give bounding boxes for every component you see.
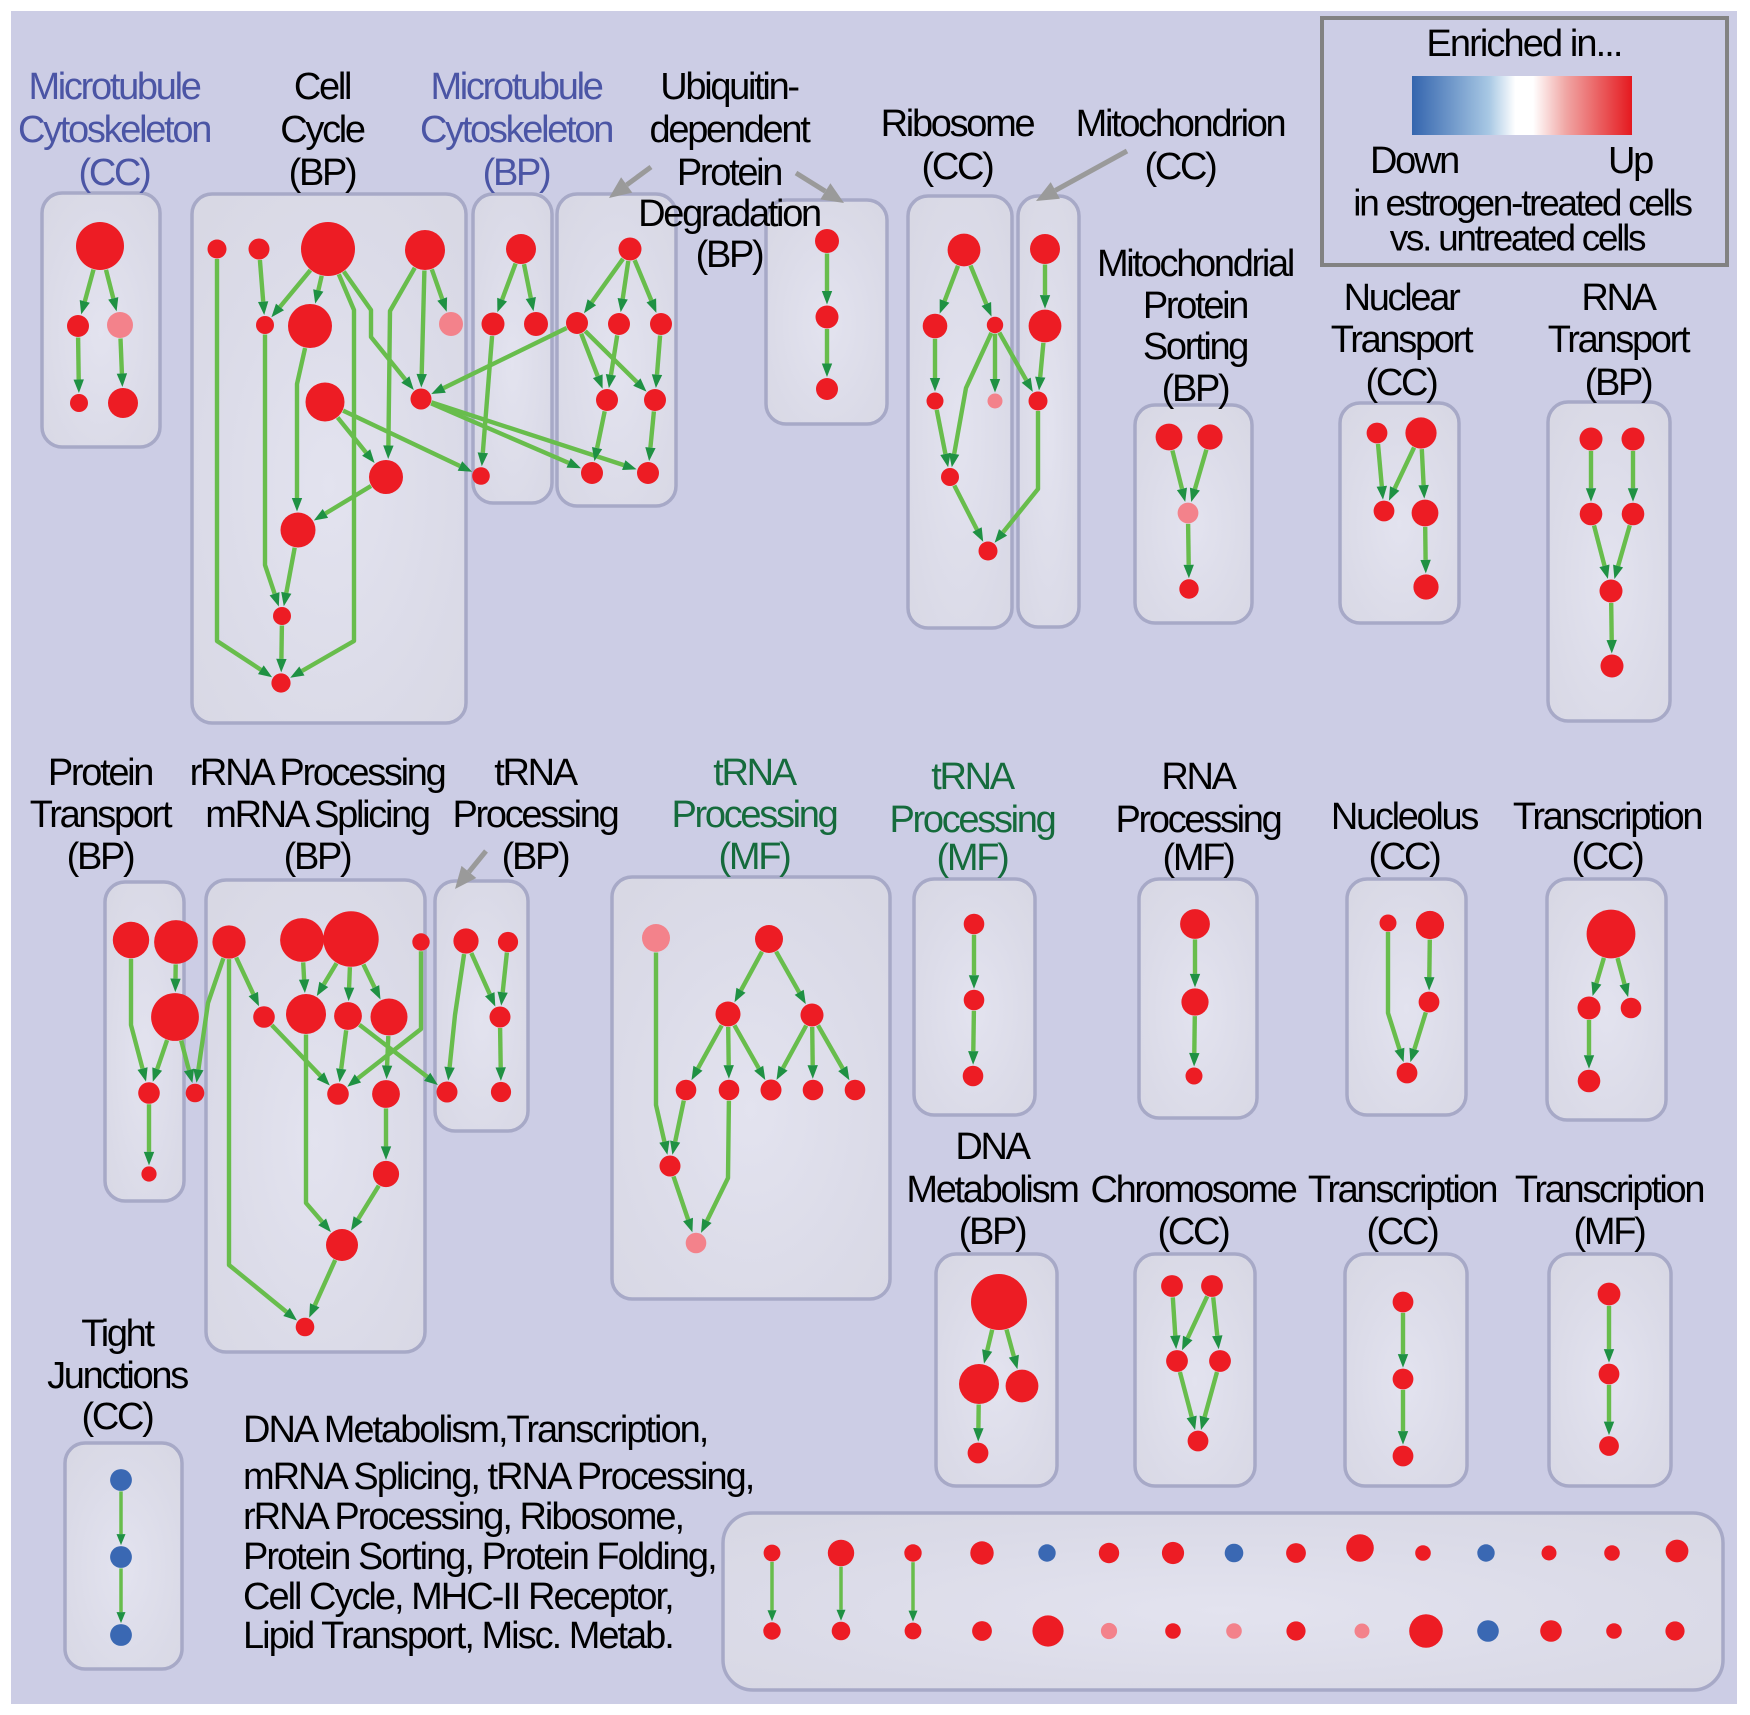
svg-text:Transport: Transport xyxy=(30,794,173,836)
svg-text:(CC): (CC) xyxy=(82,1396,154,1438)
svg-text:Protein: Protein xyxy=(677,152,781,194)
svg-text:Ubiquitin-: Ubiquitin- xyxy=(660,66,798,108)
svg-text:in estrogen-treated cells: in estrogen-treated cells xyxy=(1353,183,1692,224)
svg-text:(CC): (CC) xyxy=(1145,146,1217,188)
svg-text:RNA: RNA xyxy=(1581,277,1657,319)
svg-text:(CC): (CC) xyxy=(1369,836,1441,878)
svg-text:(BP): (BP) xyxy=(284,836,351,878)
svg-text:Protein Sorting, Protein Foldi: Protein Sorting, Protein Folding, xyxy=(243,1536,716,1578)
svg-text:Cell Cycle, MHC-II Receptor,: Cell Cycle, MHC-II Receptor, xyxy=(243,1576,673,1618)
svg-text:mRNA Splicing, tRNA Processing: mRNA Splicing, tRNA Processing, xyxy=(243,1456,753,1498)
svg-text:tRNA: tRNA xyxy=(931,756,1016,798)
svg-text:Processing: Processing xyxy=(890,799,1055,841)
svg-text:Transcription: Transcription xyxy=(1515,1169,1703,1211)
svg-text:Transcription: Transcription xyxy=(1308,1169,1496,1211)
svg-text:Transport: Transport xyxy=(1548,319,1691,361)
svg-text:Mitochondrion: Mitochondrion xyxy=(1076,103,1285,145)
svg-text:Metabolism: Metabolism xyxy=(906,1169,1078,1211)
svg-text:(BP): (BP) xyxy=(1162,368,1229,410)
svg-text:Transport: Transport xyxy=(1331,319,1474,361)
svg-text:Nuclear: Nuclear xyxy=(1344,277,1461,319)
svg-text:mRNA Splicing: mRNA Splicing xyxy=(205,794,429,836)
svg-text:Protein: Protein xyxy=(48,752,152,794)
svg-text:(BP): (BP) xyxy=(959,1211,1026,1253)
svg-text:vs. untreated cells: vs. untreated cells xyxy=(1390,218,1646,259)
svg-text:rRNA Processing, Ribosome,: rRNA Processing, Ribosome, xyxy=(243,1496,683,1538)
svg-text:Lipid Transport, Misc. Metab.: Lipid Transport, Misc. Metab. xyxy=(243,1615,673,1657)
svg-text:(CC): (CC) xyxy=(1158,1211,1230,1253)
svg-text:Cell: Cell xyxy=(294,66,350,108)
svg-text:(BP): (BP) xyxy=(696,234,763,276)
svg-text:(MF): (MF) xyxy=(1163,837,1235,879)
svg-text:(BP): (BP) xyxy=(1585,362,1652,404)
svg-text:Processing: Processing xyxy=(1116,799,1281,841)
svg-text:Ribosome: Ribosome xyxy=(881,103,1035,145)
svg-text:Down: Down xyxy=(1370,140,1458,182)
svg-text:Junctions: Junctions xyxy=(47,1355,188,1397)
svg-text:RNA: RNA xyxy=(1161,756,1237,798)
svg-text:Tight: Tight xyxy=(81,1313,155,1355)
svg-text:Microtubule: Microtubule xyxy=(28,66,200,108)
svg-text:Cytoskeleton: Cytoskeleton xyxy=(420,109,612,151)
svg-text:(CC): (CC) xyxy=(1366,362,1438,404)
svg-text:rRNA Processing: rRNA Processing xyxy=(190,752,445,794)
svg-text:(CC): (CC) xyxy=(79,152,151,194)
svg-text:Sorting: Sorting xyxy=(1143,326,1247,368)
svg-text:Nucleolus: Nucleolus xyxy=(1331,796,1478,838)
svg-text:(MF): (MF) xyxy=(1574,1211,1646,1253)
svg-text:(BP): (BP) xyxy=(483,152,550,194)
svg-text:(BP): (BP) xyxy=(502,836,569,878)
svg-text:Transcription: Transcription xyxy=(1513,796,1701,838)
svg-text:(CC): (CC) xyxy=(922,146,994,188)
svg-text:Cycle: Cycle xyxy=(280,109,365,151)
svg-text:Processing: Processing xyxy=(453,794,618,836)
svg-text:Mitochondrial: Mitochondrial xyxy=(1097,243,1293,285)
svg-text:Degradation: Degradation xyxy=(638,193,820,235)
svg-text:tRNA: tRNA xyxy=(713,752,798,794)
svg-text:Cytoskeleton: Cytoskeleton xyxy=(18,109,210,151)
svg-text:Up: Up xyxy=(1608,140,1653,182)
svg-text:(MF): (MF) xyxy=(937,837,1009,879)
svg-text:(CC): (CC) xyxy=(1572,836,1644,878)
svg-text:Processing: Processing xyxy=(672,794,837,836)
svg-text:(BP): (BP) xyxy=(67,836,134,878)
svg-text:DNA: DNA xyxy=(955,1126,1031,1168)
svg-text:DNA Metabolism,Transcription,: DNA Metabolism,Transcription, xyxy=(243,1409,707,1451)
svg-text:dependent: dependent xyxy=(650,109,812,151)
svg-text:Microtubule: Microtubule xyxy=(430,66,602,108)
svg-text:Enriched in...: Enriched in... xyxy=(1426,23,1621,65)
svg-text:(CC): (CC) xyxy=(1367,1211,1439,1253)
svg-text:(BP): (BP) xyxy=(289,152,356,194)
svg-text:(MF): (MF) xyxy=(719,836,791,878)
svg-text:tRNA: tRNA xyxy=(494,752,579,794)
svg-text:Protein: Protein xyxy=(1143,285,1247,327)
svg-text:Chromosome: Chromosome xyxy=(1090,1169,1296,1211)
